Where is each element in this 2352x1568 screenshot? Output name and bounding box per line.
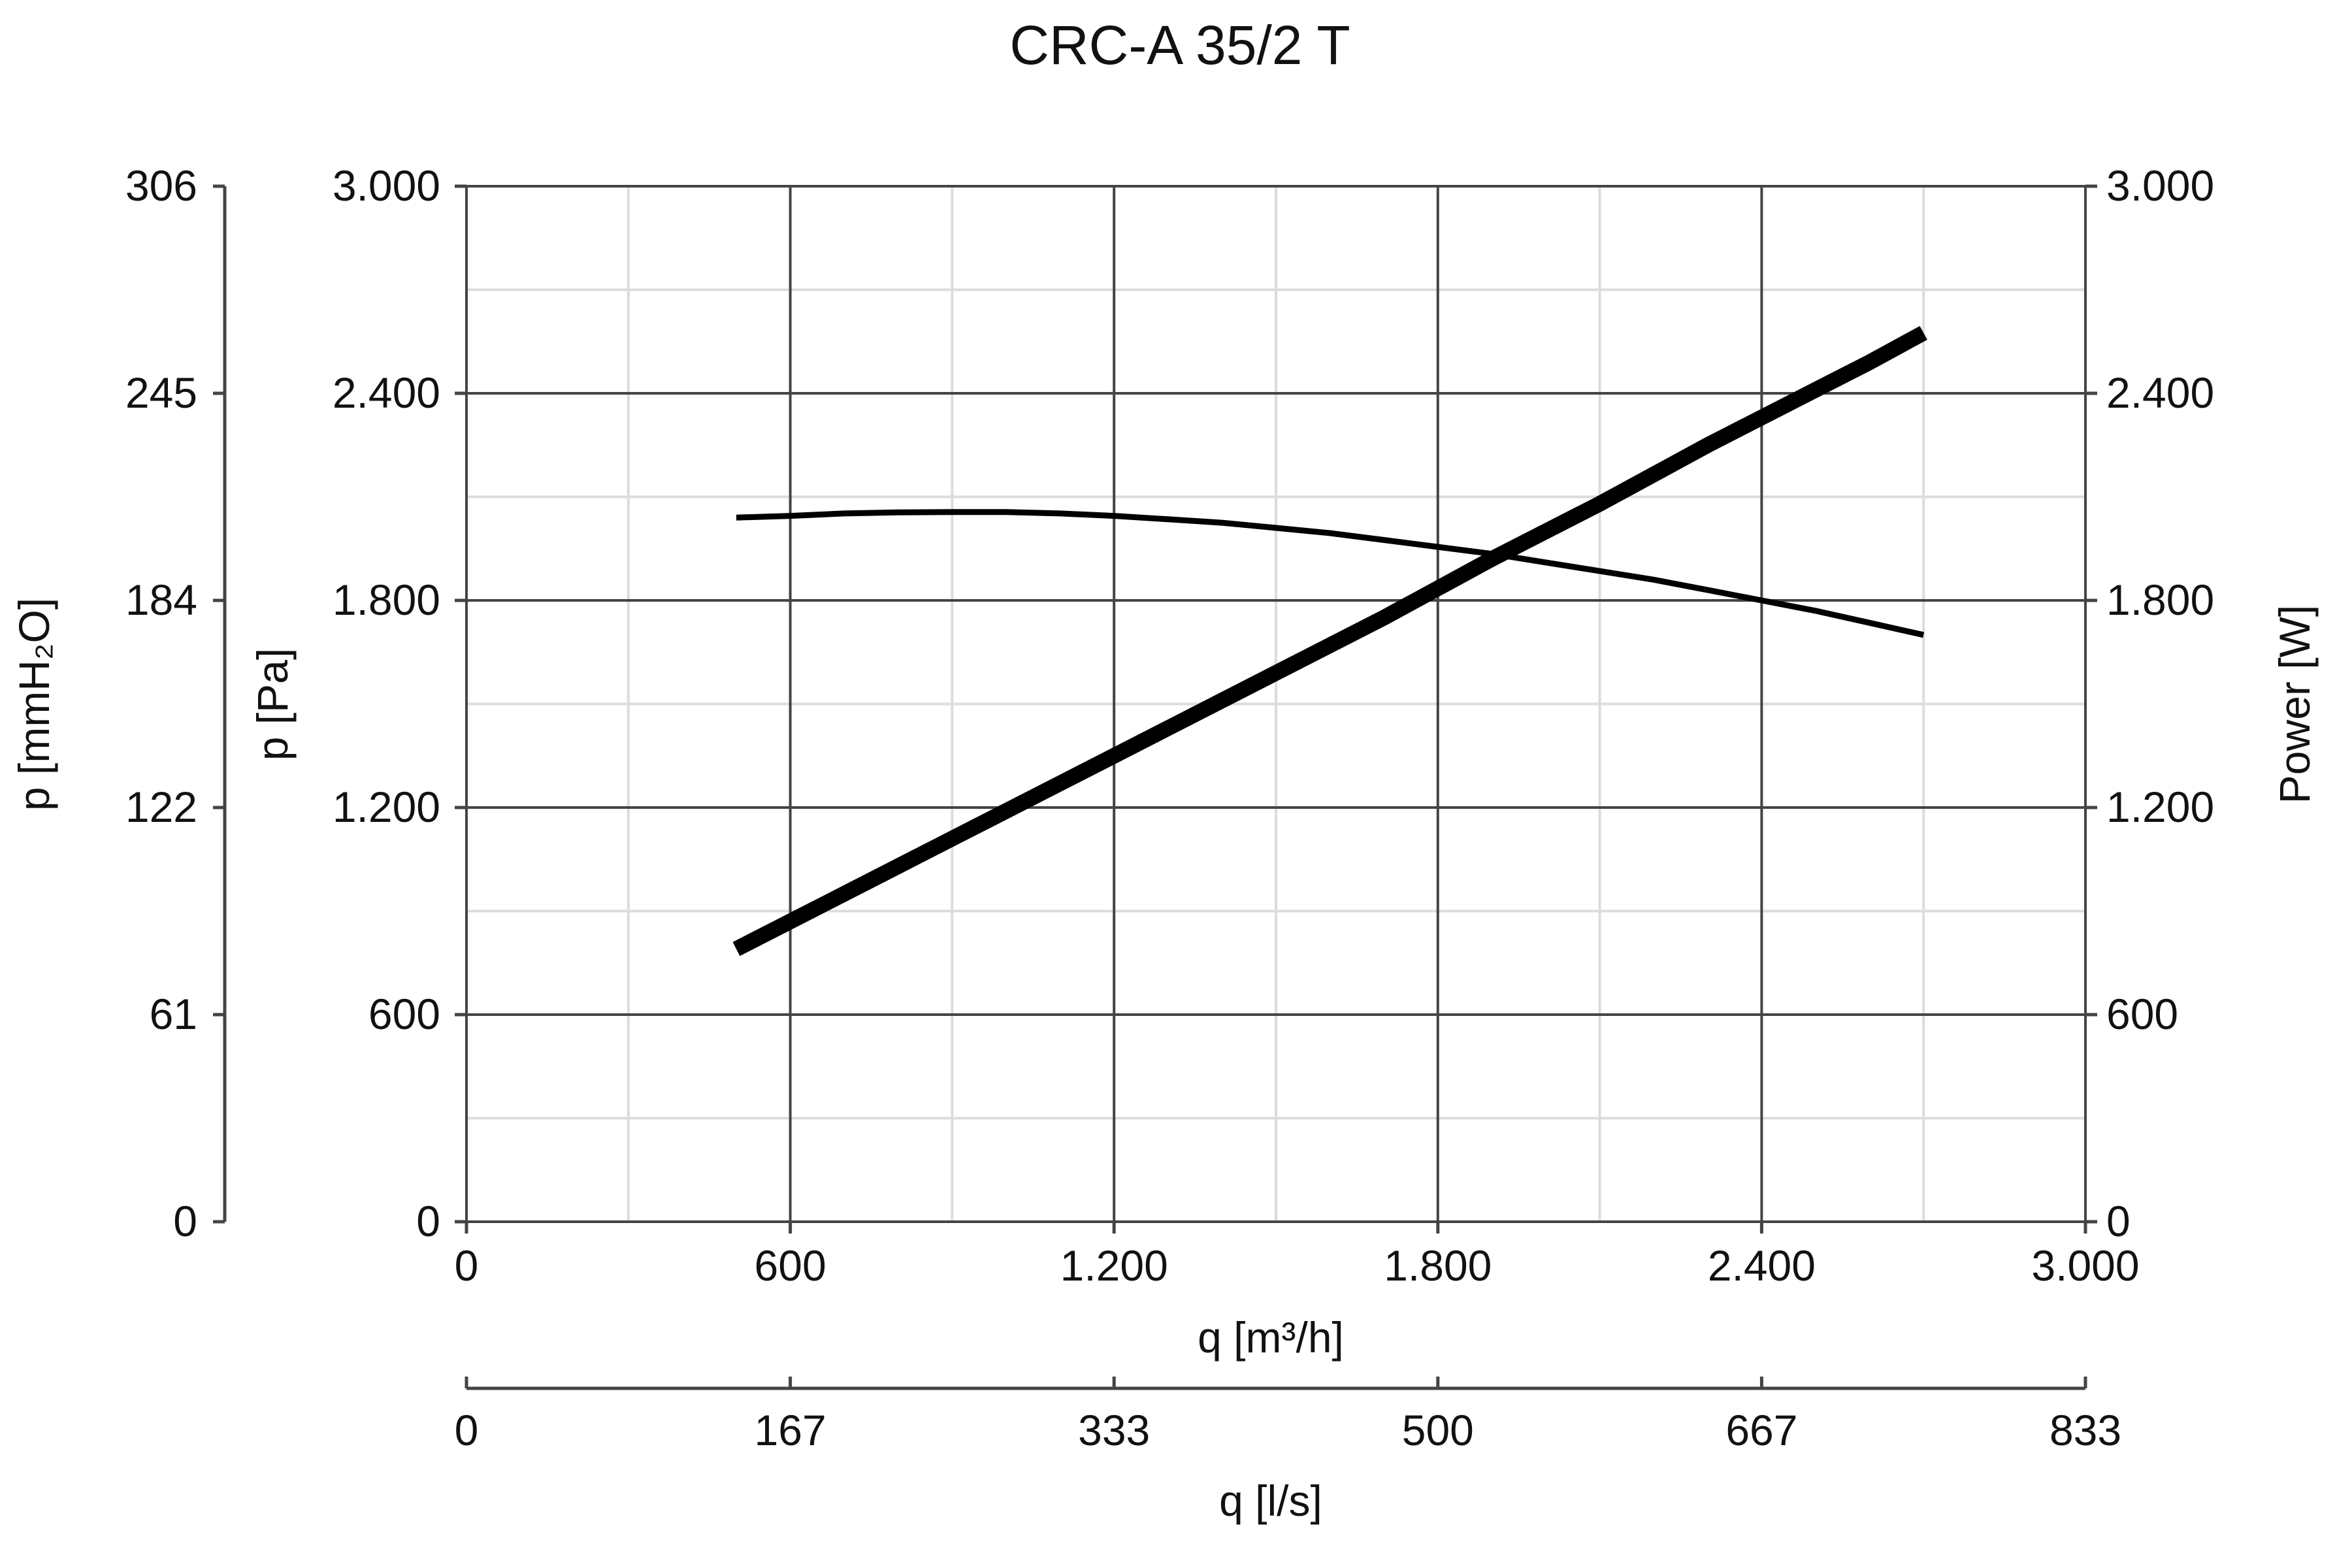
x-tick-label: 1.200: [1060, 1241, 1168, 1290]
pa-tick-label: 1.800: [333, 576, 440, 624]
x-tick-label: 2.400: [1708, 1241, 1816, 1290]
pa-tick-label: 2.400: [333, 368, 440, 417]
ls-tick-label: 333: [1078, 1406, 1150, 1454]
power-tick-label: 600: [2106, 990, 2178, 1038]
power-tick-label: 0: [2106, 1197, 2131, 1245]
pa-tick-label: 3.000: [333, 161, 440, 210]
chart-title: CRC-A 35/2 T: [1009, 14, 1350, 76]
power-tick-label: 1.800: [2106, 576, 2214, 624]
power-tick-label: 2.400: [2106, 368, 2214, 417]
ls-tick-label: 500: [1402, 1406, 1474, 1454]
power-curve: [732, 325, 1927, 956]
mmh2o-tick-label: 122: [125, 783, 197, 831]
grid: [465, 185, 2087, 1223]
ls-tick-label: 0: [455, 1406, 479, 1454]
tick-labels: 06112218424530606001.2001.8002.4003.0000…: [125, 161, 2214, 1454]
mmh2o-tick-label: 245: [125, 368, 197, 417]
y-axis-label-pa: p [Pa]: [248, 648, 297, 760]
pressure-curve: [736, 509, 1925, 638]
y-axis-label-power: Power [W]: [2270, 605, 2319, 804]
mmh2o-tick-label: 61: [150, 990, 197, 1038]
pa-tick-label: 0: [416, 1197, 440, 1245]
y-axis-label-mmh2o: p [mmH₂O]: [10, 598, 58, 811]
power-tick-label: 1.200: [2106, 783, 2214, 831]
mmh2o-tick-label: 0: [173, 1197, 197, 1245]
series-group: [732, 325, 1927, 956]
power-tick-label: 3.000: [2106, 161, 2214, 210]
ls-tick-label: 667: [1725, 1406, 1797, 1454]
x-axis-label-ls: q [l/s]: [1219, 1477, 1322, 1525]
mmh2o-tick-label: 306: [125, 161, 197, 210]
x-tick-label: 600: [755, 1241, 826, 1290]
pa-tick-label: 1.200: [333, 783, 440, 831]
x-tick-label: 0: [455, 1241, 479, 1290]
x-tick-label: 3.000: [2031, 1241, 2139, 1290]
x-axis-label-m3h: q [m³/h]: [1198, 1313, 1344, 1362]
ls-tick-label: 167: [755, 1406, 826, 1454]
pa-tick-label: 600: [368, 990, 440, 1038]
mmh2o-tick-label: 184: [125, 576, 197, 624]
x-tick-label: 1.800: [1384, 1241, 1492, 1290]
ls-tick-label: 833: [2050, 1406, 2121, 1454]
axes: [213, 184, 2097, 1390]
